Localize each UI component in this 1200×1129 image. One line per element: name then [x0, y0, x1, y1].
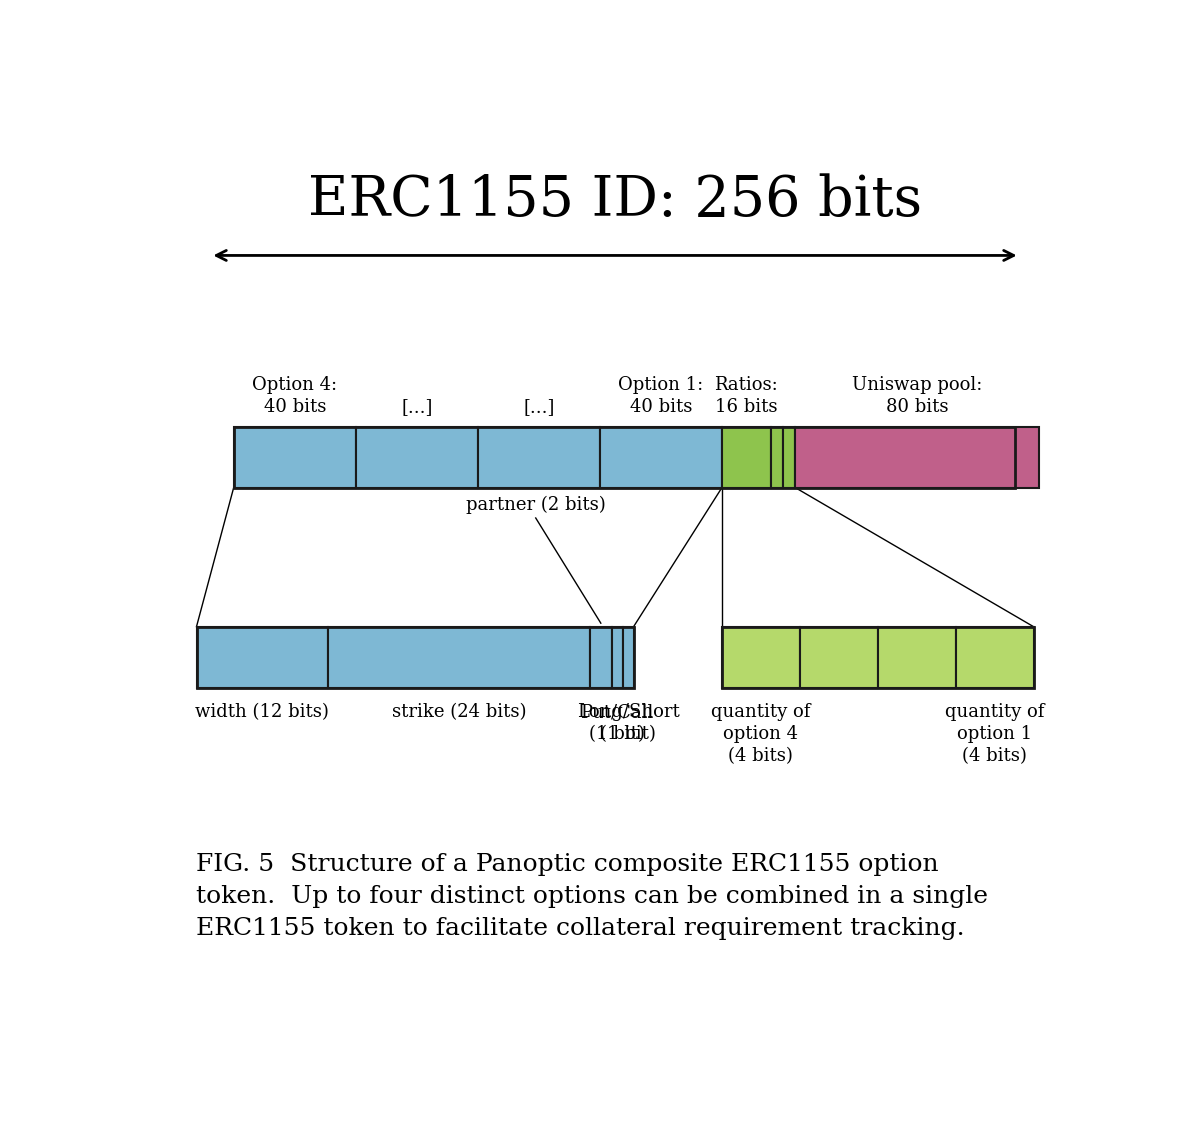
- Bar: [800, 627, 877, 688]
- Text: Defined risk
partner (2 bits): Defined risk partner (2 bits): [466, 473, 606, 514]
- Text: ERC1155 ID: 256 bits: ERC1155 ID: 256 bits: [308, 174, 922, 228]
- Bar: [877, 627, 955, 688]
- Text: [...]: [...]: [523, 399, 554, 417]
- Bar: [234, 427, 355, 488]
- Bar: [478, 427, 600, 488]
- Bar: [234, 427, 1015, 488]
- Text: Uniswap pool:
80 bits: Uniswap pool: 80 bits: [852, 376, 983, 417]
- Text: Long/Short
(1 bit): Long/Short (1 bit): [577, 703, 679, 743]
- Bar: [623, 627, 634, 688]
- Bar: [796, 427, 1039, 488]
- Bar: [612, 627, 623, 688]
- Text: Option 4:
40 bits: Option 4: 40 bits: [252, 376, 337, 417]
- Bar: [782, 427, 796, 488]
- Bar: [770, 427, 782, 488]
- Bar: [722, 627, 800, 688]
- Bar: [600, 427, 722, 488]
- Text: Put/Call
(1 bit): Put/Call (1 bit): [581, 703, 654, 743]
- Text: Ratios:
16 bits: Ratios: 16 bits: [714, 376, 779, 417]
- Bar: [722, 427, 770, 488]
- Text: strike (24 bits): strike (24 bits): [391, 703, 526, 721]
- Bar: [955, 627, 1033, 688]
- Bar: [197, 627, 328, 688]
- Text: [...]: [...]: [401, 399, 432, 417]
- Bar: [590, 627, 612, 688]
- Bar: [328, 627, 590, 688]
- Text: quantity of
option 4
(4 bits): quantity of option 4 (4 bits): [712, 703, 810, 765]
- Text: Option 1:
40 bits: Option 1: 40 bits: [618, 376, 703, 417]
- Text: [...]: [...]: [862, 648, 894, 666]
- Bar: [197, 627, 634, 688]
- Bar: [722, 627, 1033, 688]
- Text: FIG. 5  Structure of a Panoptic composite ERC1155 option
token.  Up to four dist: FIG. 5 Structure of a Panoptic composite…: [197, 852, 989, 939]
- Text: width (12 bits): width (12 bits): [196, 703, 329, 721]
- Bar: [355, 427, 478, 488]
- Text: quantity of
option 1
(4 bits): quantity of option 1 (4 bits): [944, 703, 1044, 765]
